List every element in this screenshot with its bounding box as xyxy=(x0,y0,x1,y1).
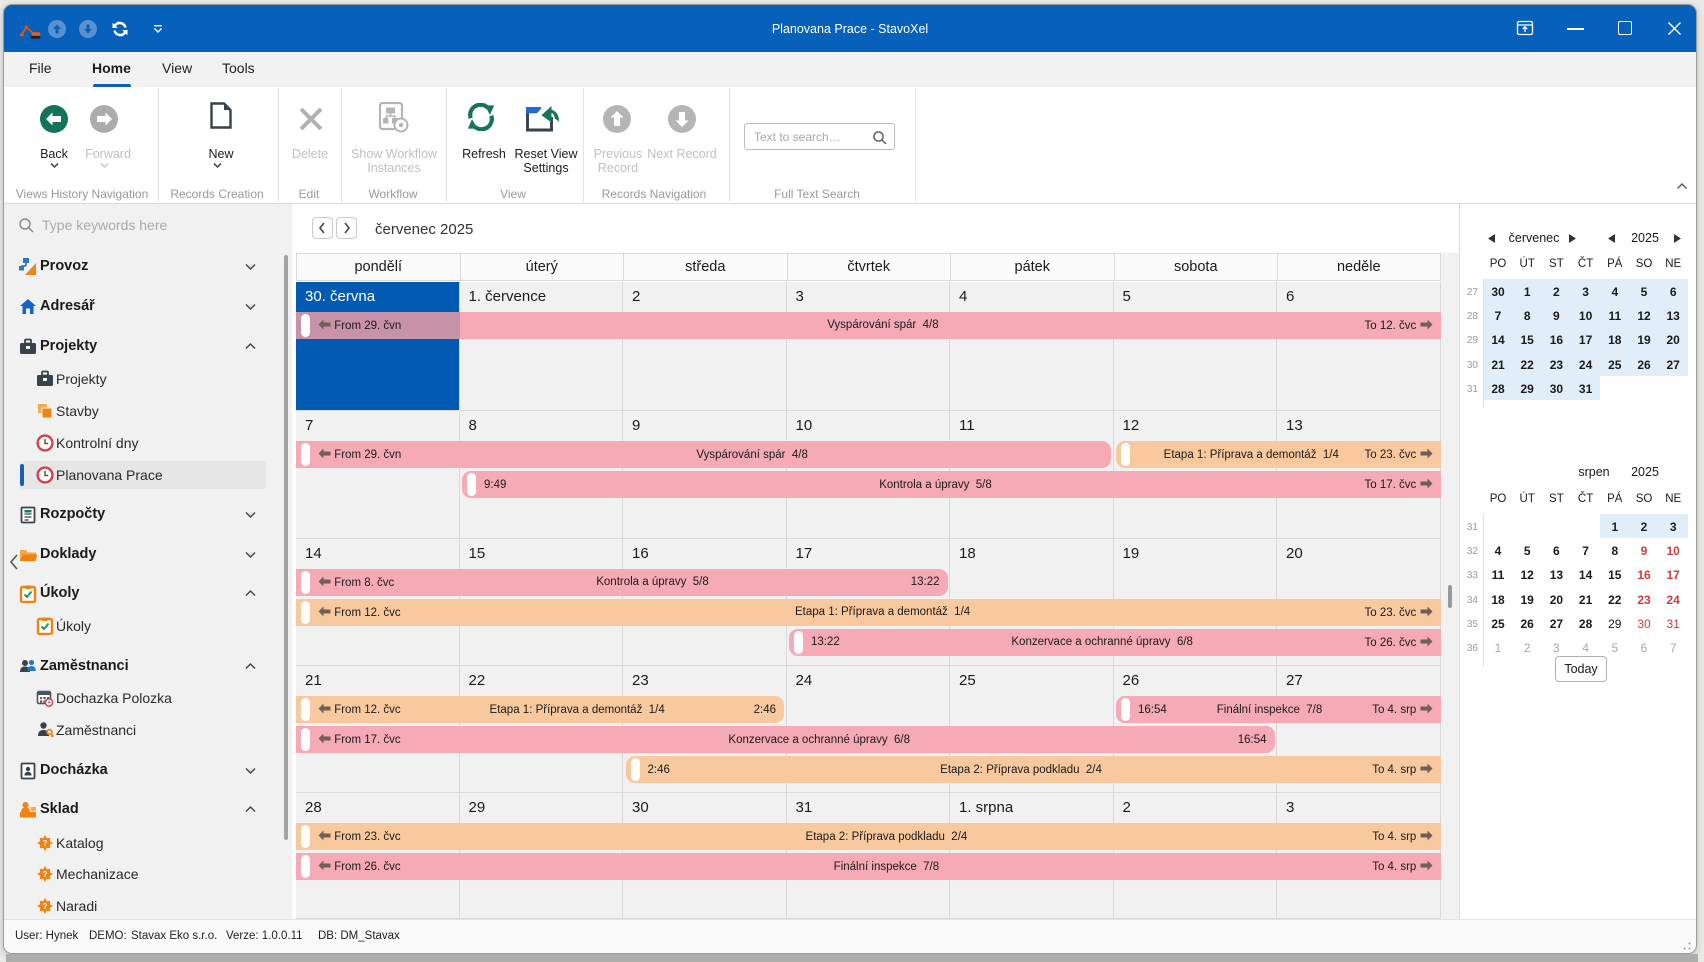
svg-text:?: ? xyxy=(43,839,48,848)
svg-text:?: ? xyxy=(43,870,48,879)
svg-text:?: ? xyxy=(43,902,48,911)
